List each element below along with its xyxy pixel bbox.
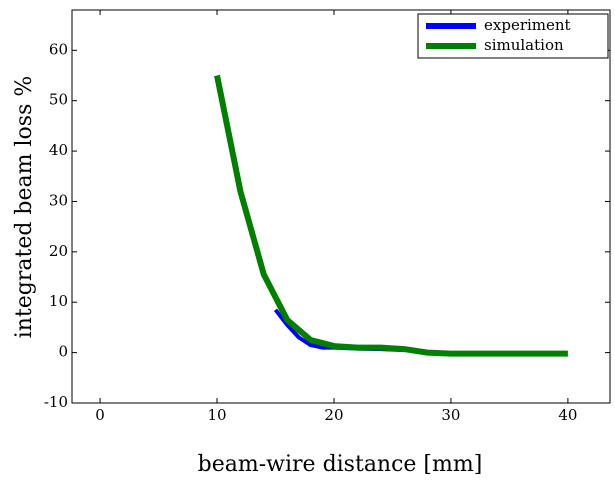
y-tick-label: 20 [49,242,68,260]
y-tick-label: 50 [49,91,68,109]
y-tick-label: 60 [49,40,68,58]
legend-box [417,13,609,59]
x-axis-label: beam-wire distance [mm] [198,452,483,477]
x-tick-label: 0 [95,406,105,424]
legend-label: simulation [484,36,564,54]
x-tick-label: 40 [558,406,577,424]
series-line [214,74,568,357]
y-tick-label: 0 [58,343,68,361]
y-tick-label: -10 [44,393,68,411]
x-tick-label: 10 [207,406,226,424]
x-tick-label: 30 [441,406,460,424]
plot-frame [71,9,611,404]
y-tick-label: 40 [49,141,68,159]
y-tick-label: 10 [49,292,68,310]
x-tick-label: 20 [324,406,343,424]
y-axis-label: integrated beam loss % [12,76,37,339]
y-tick-label: 30 [49,191,68,209]
legend-label: experiment [484,16,571,34]
